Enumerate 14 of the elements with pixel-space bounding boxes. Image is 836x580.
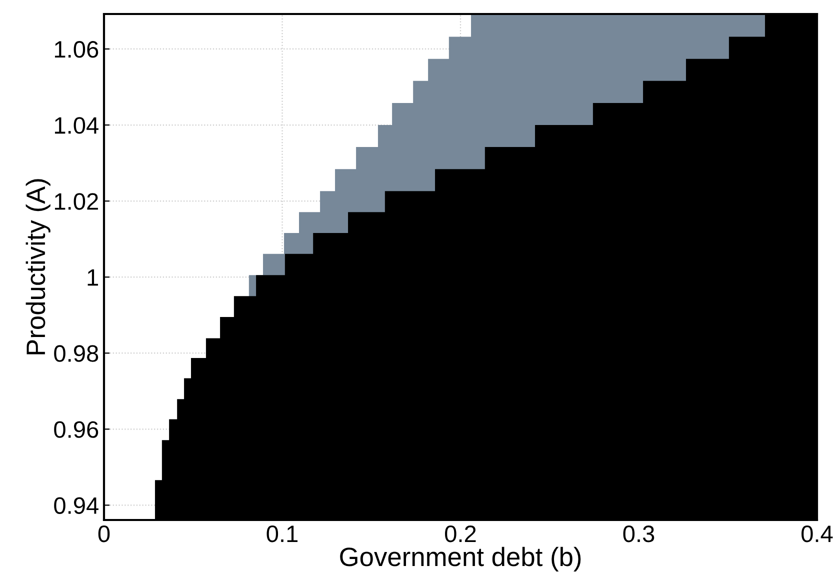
x-axis-title: Government debt (b): [340, 546, 581, 572]
x-tick-label: 0.4: [802, 525, 833, 542]
y-tick-label: 0.94: [54, 497, 98, 514]
y-axis-title: Productivity (A): [26, 179, 50, 354]
x-tick-label: 0: [98, 525, 110, 542]
x-tick-label: 0.2: [445, 525, 476, 542]
y-tick-label: 0.96: [54, 421, 98, 438]
y-tick-label: 1.06: [54, 41, 98, 58]
y-tick-label: 1.02: [54, 193, 98, 210]
x-tick-label: 0.3: [623, 525, 654, 542]
x-tick-label: 0.1: [266, 525, 298, 542]
y-tick-label: 0.98: [54, 345, 98, 362]
y-tick-label: 1.04: [54, 117, 98, 134]
y-tick-label: 1: [88, 269, 98, 286]
